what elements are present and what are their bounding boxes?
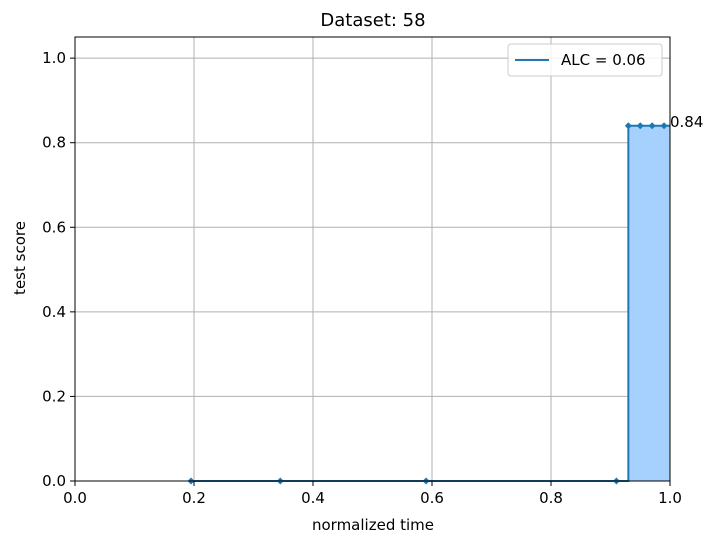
line-layer: [191, 124, 670, 482]
x-tick-label: 0.6: [420, 489, 444, 507]
grid: [74, 37, 671, 482]
value-annotation: 0.84: [670, 113, 703, 131]
y-tick-label: 0.4: [42, 303, 66, 321]
legend: ALC = 0.06: [507, 43, 663, 77]
x-tick-label: 1.0: [658, 489, 682, 507]
y-ticks: 0.0 0.2 0.4 0.6 0.8 1.0: [42, 49, 75, 490]
data-point: [624, 122, 632, 130]
chart-title: Dataset: 58: [320, 10, 425, 31]
plot-frame: [74, 36, 671, 482]
data-point: [648, 122, 656, 130]
y-tick-label: 0.2: [42, 387, 66, 405]
y-tick-label: 0.0: [42, 472, 66, 490]
x-axis-label: normalized time: [312, 516, 434, 534]
series-line: [191, 124, 670, 482]
annotation-layer: 0.84: [670, 113, 703, 131]
x-tick-label: 0.0: [63, 489, 87, 507]
y-tick-label: 0.8: [42, 134, 66, 152]
x-ticks: 0.0 0.2 0.4 0.6 0.8 1.0: [63, 481, 682, 507]
legend-box: [507, 43, 663, 77]
marker-layer: [187, 122, 668, 485]
series-area: [191, 125, 670, 482]
x-tick-label: 0.4: [301, 489, 325, 507]
y-tick-label: 0.6: [42, 218, 66, 236]
legend-label: ALC = 0.06: [561, 51, 646, 69]
x-tick-label: 0.2: [182, 489, 206, 507]
x-tick-label: 0.8: [539, 489, 563, 507]
data-point: [636, 122, 644, 130]
y-axis-label: test score: [11, 221, 29, 295]
data-point: [660, 122, 668, 130]
fill-layer: [191, 125, 670, 482]
y-tick-label: 1.0: [42, 49, 66, 67]
